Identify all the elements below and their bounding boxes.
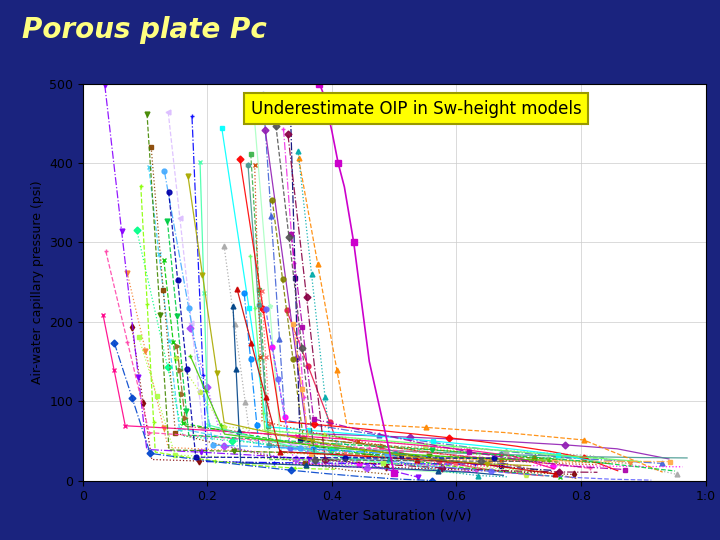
Y-axis label: Air-water capillary pressure (psi): Air-water capillary pressure (psi) (30, 180, 43, 384)
Text: Porous plate Pc: Porous plate Pc (22, 16, 266, 44)
Text: Underestimate OIP in Sw-height models: Underestimate OIP in Sw-height models (251, 99, 582, 118)
X-axis label: Water Saturation (v/v): Water Saturation (v/v) (317, 509, 472, 523)
